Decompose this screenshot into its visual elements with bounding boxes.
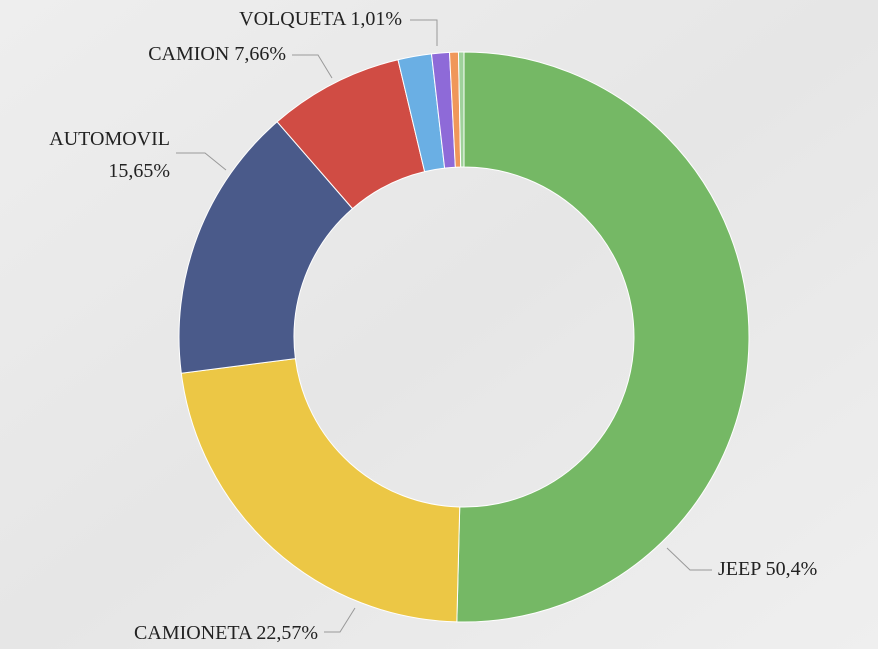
- label-value: 50,4%: [766, 558, 818, 580]
- leader-line: [666, 547, 712, 571]
- donut-slice: [456, 51, 750, 623]
- leader-line: [410, 19, 438, 46]
- leader-line: [324, 607, 356, 633]
- donut-slice: [457, 51, 465, 168]
- label-value: 7,66%: [234, 43, 286, 65]
- data-label: JEEP 50,4%: [718, 558, 817, 580]
- data-label: 15,65%: [108, 160, 170, 182]
- label-category: JEEP: [718, 558, 761, 580]
- data-label: AUTOMOVIL: [49, 128, 170, 150]
- label-category: AUTOMOVIL: [49, 128, 170, 150]
- data-label: CAMION 7,66%: [148, 43, 286, 65]
- leader-line: [292, 54, 333, 79]
- label-category: CAMIONETA: [134, 622, 253, 644]
- data-label: CAMIONETA 22,57%: [134, 622, 318, 644]
- label-category: CAMION: [148, 43, 229, 65]
- data-label: VOLQUETA 1,01%: [239, 8, 402, 30]
- label-value: 1,01%: [350, 8, 402, 30]
- label-category: VOLQUETA: [239, 8, 347, 30]
- label-value: 22,57%: [256, 622, 318, 644]
- leader-line: [176, 152, 227, 171]
- donut-slice: [180, 358, 461, 623]
- label-value: 15,65%: [108, 160, 170, 182]
